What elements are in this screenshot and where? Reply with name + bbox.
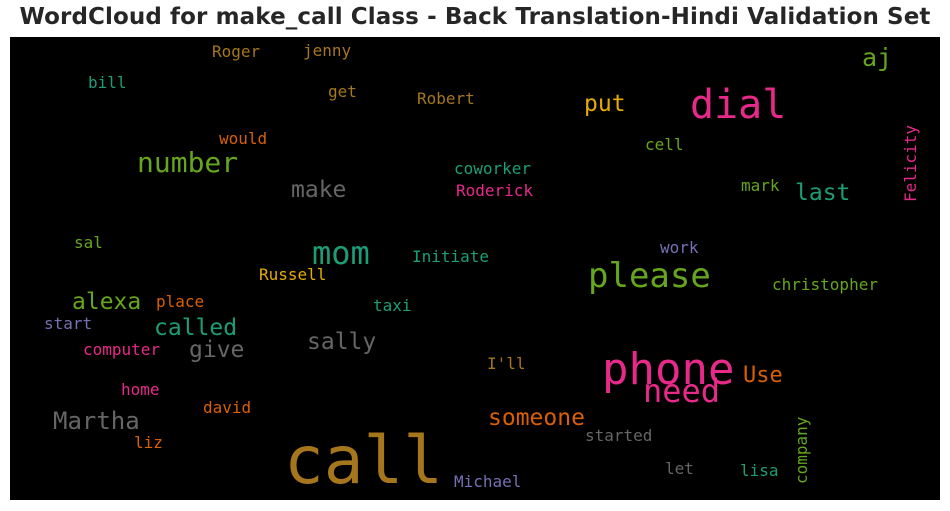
wordcloud-canvas: call phone dial please mom need number Martha so… [10, 37, 940, 500]
word-initiate: Initiate [412, 247, 490, 266]
word-david: david [203, 398, 252, 417]
word-russell: Russell [259, 265, 327, 284]
word-need: need [643, 372, 721, 410]
word-martha: Martha [53, 407, 140, 435]
word-let: let [665, 459, 694, 478]
word-call: call [284, 422, 443, 499]
word-mark: mark [741, 176, 780, 195]
word-make: make [291, 177, 347, 203]
word-put: put [584, 91, 626, 117]
word-robert: Robert [417, 89, 475, 108]
word-use: Use [743, 363, 783, 388]
word-would: would [219, 129, 268, 148]
word-liz: liz [134, 433, 163, 452]
word-work: work [660, 238, 699, 257]
word-jenny: jenny [303, 41, 352, 60]
word-alexa: alexa [72, 289, 142, 315]
word-dial: dial [690, 82, 787, 128]
word-please: please [588, 256, 711, 296]
word-lisa: lisa [740, 461, 779, 480]
word-start: start [44, 314, 93, 333]
word-home: home [121, 380, 160, 399]
word-place: place [156, 292, 205, 311]
word-christopher: christopher [772, 275, 878, 294]
word-michael: Michael [454, 472, 522, 491]
word-coworker: coworker [454, 159, 532, 178]
word-cell: cell [645, 135, 684, 154]
word-sal: sal [74, 233, 103, 252]
word-number: number [137, 146, 239, 179]
word-mom: mom [312, 234, 370, 272]
word-i-ll: I'll [487, 354, 526, 373]
word-started: started [585, 426, 653, 445]
word-felicity: Felicity [901, 124, 920, 202]
word-bill: bill [88, 73, 127, 92]
word-computer: computer [83, 340, 161, 359]
word-aj: aj [862, 43, 893, 72]
word-phone: phone [602, 344, 735, 395]
word-get: get [328, 82, 357, 101]
word-roderick: Roderick [456, 181, 534, 200]
word-someone: someone [488, 405, 585, 431]
word-called: called [154, 315, 238, 341]
word-give: give [189, 337, 245, 363]
word-roger: Roger [212, 42, 261, 61]
word-sally: sally [307, 329, 377, 355]
chart-title: WordCloud for make_call Class - Back Tra… [19, 4, 931, 30]
word-last: last [795, 180, 851, 206]
word-company: company [792, 416, 811, 485]
word-taxi: taxi [373, 296, 412, 315]
